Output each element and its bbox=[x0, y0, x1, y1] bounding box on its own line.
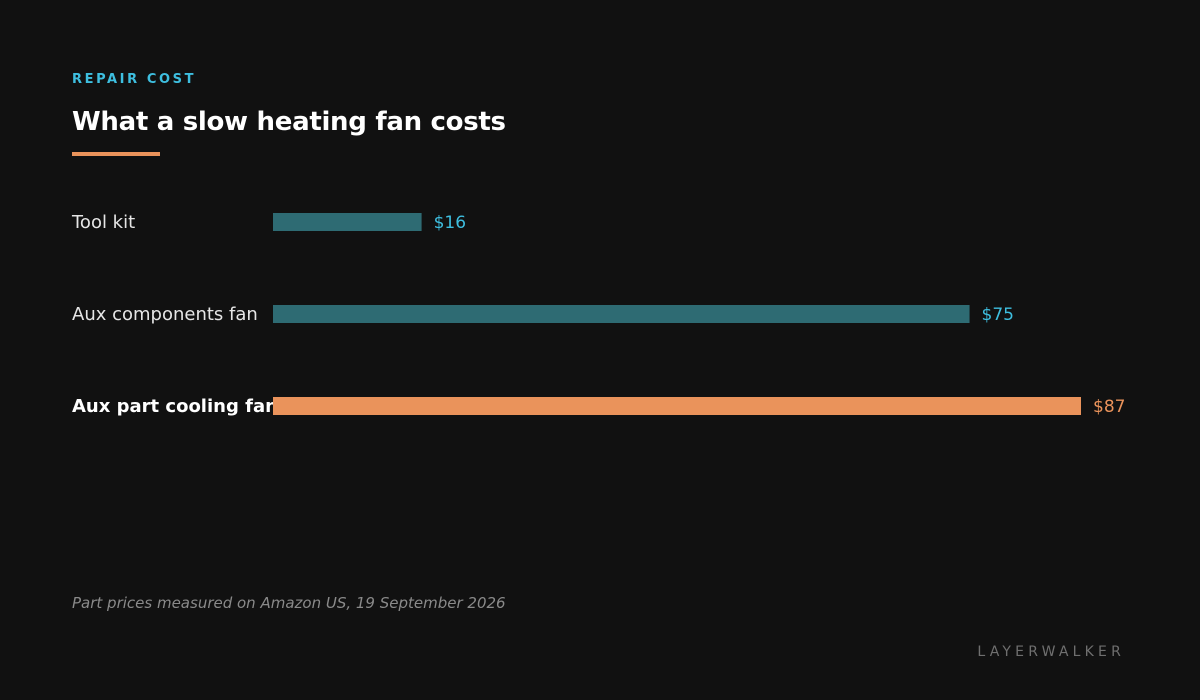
bar-tool-kit bbox=[273, 213, 422, 231]
brand-wordmark: LAYERWALKER bbox=[977, 644, 1125, 660]
bar-aux-part-cooling-fan bbox=[273, 397, 1081, 415]
chart-title: What a slow heating fan costs bbox=[72, 107, 506, 137]
category-label-aux-part-cooling-fan: Aux part cooling fan bbox=[72, 396, 278, 417]
value-label-tool-kit: $16 bbox=[434, 213, 466, 233]
value-label-aux-part-cooling-fan: $87 bbox=[1093, 397, 1125, 417]
source-note: Part prices measured on Amazon US, 19 Se… bbox=[72, 594, 506, 612]
category-label-aux-components-fan: Aux components fan bbox=[72, 304, 258, 325]
title-accent-rule bbox=[72, 152, 160, 156]
chart-eyebrow: REPAIR COST bbox=[72, 72, 197, 87]
category-label-tool-kit: Tool kit bbox=[71, 212, 135, 233]
value-label-aux-components-fan: $75 bbox=[982, 305, 1014, 325]
bar-aux-components-fan bbox=[273, 305, 970, 323]
